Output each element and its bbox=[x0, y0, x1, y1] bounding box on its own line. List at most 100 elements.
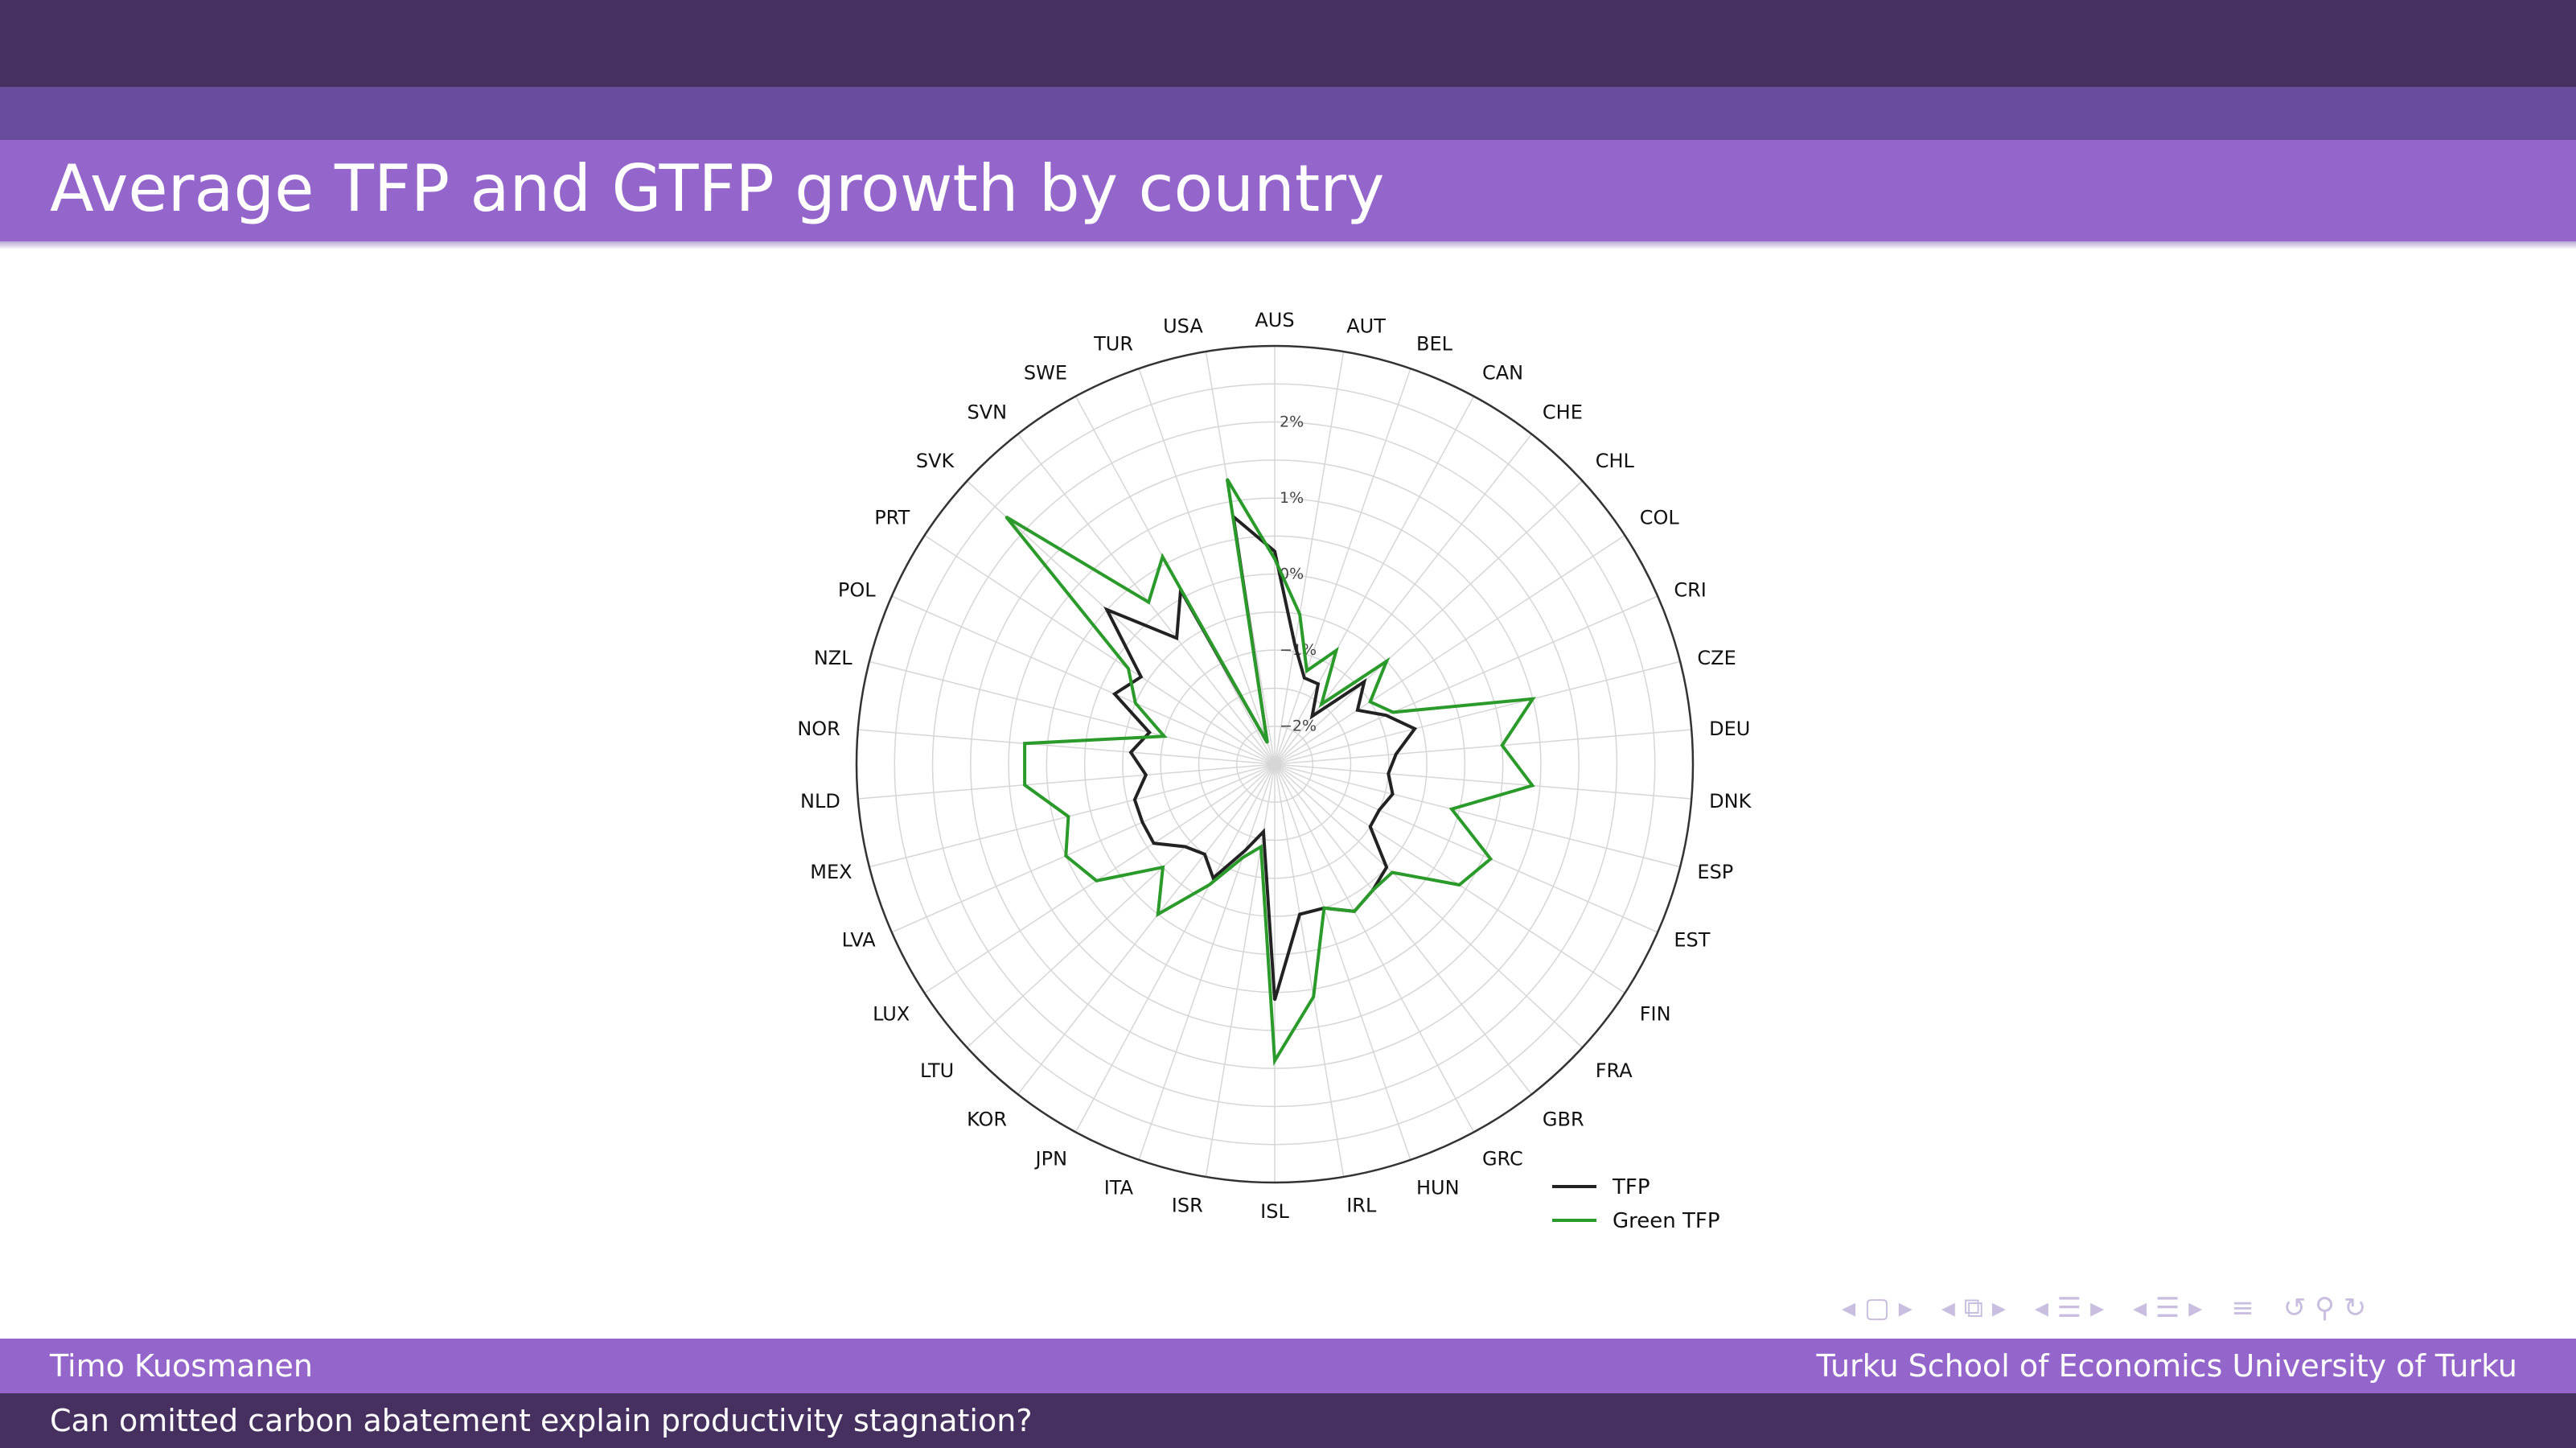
nav-section-icon[interactable]: ◂ ☰ ▸ bbox=[2034, 1292, 2105, 1324]
category-label: ISR bbox=[1172, 1195, 1203, 1217]
data-point-tfp bbox=[1363, 681, 1366, 683]
data-point-green-tfp bbox=[1305, 669, 1309, 672]
grid-spoke bbox=[869, 763, 1276, 868]
category-label: KOR bbox=[967, 1109, 1007, 1131]
data-point-green-tfp bbox=[1450, 808, 1453, 810]
data-point-tfp bbox=[1378, 808, 1381, 812]
grid-spoke bbox=[1274, 396, 1475, 765]
data-point-tfp bbox=[1129, 751, 1132, 754]
data-point-tfp bbox=[1140, 676, 1142, 678]
footer-talk-title: Can omitted carbon abatement explain pro… bbox=[50, 1403, 1033, 1438]
data-point-tfp bbox=[1273, 550, 1276, 553]
grid-spoke bbox=[1274, 351, 1345, 765]
data-point-tfp bbox=[1413, 727, 1416, 730]
category-label: MEX bbox=[810, 861, 852, 883]
beamer-navigation[interactable]: ◂ ▢ ▸ ◂ ⧉ ▸ ◂ ☰ ▸ ◂ ☰ ▸ ≡ ↺ ⚲ ↻ bbox=[1842, 1284, 2366, 1332]
radial-tick-label: 1% bbox=[1280, 489, 1304, 507]
nav-frame-icon[interactable]: ◂ ▢ ▸ bbox=[1842, 1292, 1912, 1324]
grid-spoke bbox=[1274, 368, 1411, 765]
grid-spoke bbox=[1274, 660, 1681, 765]
data-point-tfp bbox=[1152, 842, 1155, 845]
data-point-tfp bbox=[1133, 798, 1136, 801]
header-band-mid bbox=[0, 87, 2576, 140]
grid-spoke bbox=[1274, 763, 1475, 1133]
category-label: USA bbox=[1163, 315, 1203, 337]
grid-spoke bbox=[1274, 763, 1411, 1161]
data-point-tfp bbox=[1369, 825, 1371, 828]
grid-spoke bbox=[891, 595, 1276, 765]
category-label: CHE bbox=[1543, 401, 1583, 423]
category-label: ISL bbox=[1260, 1200, 1289, 1223]
grid-spoke bbox=[1274, 763, 1532, 1095]
data-point-tfp bbox=[1184, 845, 1186, 848]
data-point-green-tfp bbox=[1163, 735, 1165, 738]
grid-spoke bbox=[869, 660, 1276, 765]
radar-frame bbox=[855, 344, 1695, 1184]
grid-spoke bbox=[1205, 763, 1276, 1178]
grid-spoke bbox=[857, 729, 1276, 765]
category-label: CHL bbox=[1596, 450, 1635, 472]
category-label: NOR bbox=[797, 718, 840, 740]
radial-tick-label: 2% bbox=[1280, 413, 1304, 431]
grid-spoke bbox=[1274, 763, 1584, 1048]
title-bar bbox=[0, 140, 2576, 241]
data-point-tfp bbox=[1298, 913, 1301, 915]
data-point-green-tfp bbox=[1161, 866, 1165, 869]
nav-search-icon[interactable]: ↺ ⚲ ↻ bbox=[2282, 1292, 2367, 1324]
category-label: AUT bbox=[1346, 315, 1386, 337]
category-label: NLD bbox=[800, 790, 840, 812]
category-label: SVN bbox=[967, 401, 1007, 423]
data-point-green-tfp bbox=[1458, 883, 1461, 886]
data-point-tfp bbox=[1106, 608, 1108, 611]
category-label: BEL bbox=[1416, 332, 1453, 355]
category-label: JPN bbox=[1034, 1148, 1068, 1170]
category-label: GRC bbox=[1482, 1148, 1523, 1170]
category-label: SWE bbox=[1024, 361, 1067, 384]
category-label: LUX bbox=[873, 1002, 910, 1025]
data-point-green-tfp bbox=[1023, 784, 1026, 786]
nav-list-icon[interactable]: ◂ ☰ ▸ bbox=[2133, 1292, 2203, 1324]
nav-subsection-icon[interactable]: ◂ ⧉ ▸ bbox=[1941, 1292, 2006, 1324]
data-point-tfp bbox=[1262, 830, 1265, 833]
category-label: DNK bbox=[1709, 790, 1752, 812]
data-point-green-tfp bbox=[1385, 660, 1388, 663]
data-point-green-tfp bbox=[1313, 995, 1315, 998]
grid-spoke bbox=[966, 480, 1276, 765]
data-point-tfp bbox=[1113, 693, 1116, 695]
category-label: CAN bbox=[1482, 361, 1523, 384]
grid-spoke bbox=[966, 763, 1276, 1048]
data-point-tfp bbox=[1395, 753, 1397, 755]
radar-chart: 2%1%0%−1%−2%AUS AUTBELCANCHECHLCOLCRICZED… bbox=[797, 309, 1752, 1233]
category-label: EST bbox=[1674, 929, 1710, 952]
data-point-green-tfp bbox=[1273, 1059, 1276, 1062]
data-point-green-tfp bbox=[1134, 701, 1136, 705]
grid-spoke bbox=[1274, 763, 1658, 933]
data-point-green-tfp bbox=[1320, 703, 1323, 705]
data-point-green-tfp bbox=[1259, 845, 1263, 848]
data-point-green-tfp bbox=[1023, 743, 1026, 745]
slide-title: Average TFP and GTFP growth by country bbox=[50, 151, 1385, 226]
data-point-tfp bbox=[1391, 792, 1394, 796]
category-label: CZE bbox=[1697, 647, 1736, 669]
data-point-tfp bbox=[1317, 683, 1320, 685]
footer-institution: Turku School of Economics University of … bbox=[1816, 1348, 2517, 1384]
category-label: CRI bbox=[1674, 578, 1707, 601]
header-band-top bbox=[0, 0, 2576, 87]
data-point-tfp bbox=[1244, 849, 1247, 852]
data-point-tfp bbox=[1385, 866, 1388, 869]
data-point-green-tfp bbox=[1501, 744, 1503, 747]
nav-align-icon[interactable]: ≡ bbox=[2231, 1292, 2254, 1324]
grid-spoke bbox=[924, 534, 1276, 765]
grid-spoke bbox=[1274, 763, 1681, 868]
data-point-green-tfp bbox=[1298, 613, 1301, 615]
data-point-tfp bbox=[1293, 643, 1296, 645]
data-point-green-tfp bbox=[1226, 478, 1229, 480]
data-point-tfp bbox=[1385, 714, 1387, 717]
category-label: COL bbox=[1640, 507, 1680, 529]
category-label: GBR bbox=[1543, 1109, 1584, 1131]
data-point-green-tfp bbox=[1208, 883, 1211, 886]
data-point-green-tfp bbox=[1531, 784, 1534, 787]
data-point-green-tfp bbox=[1266, 742, 1268, 744]
data-point-tfp bbox=[1141, 821, 1144, 824]
data-point-green-tfp bbox=[1095, 879, 1098, 882]
